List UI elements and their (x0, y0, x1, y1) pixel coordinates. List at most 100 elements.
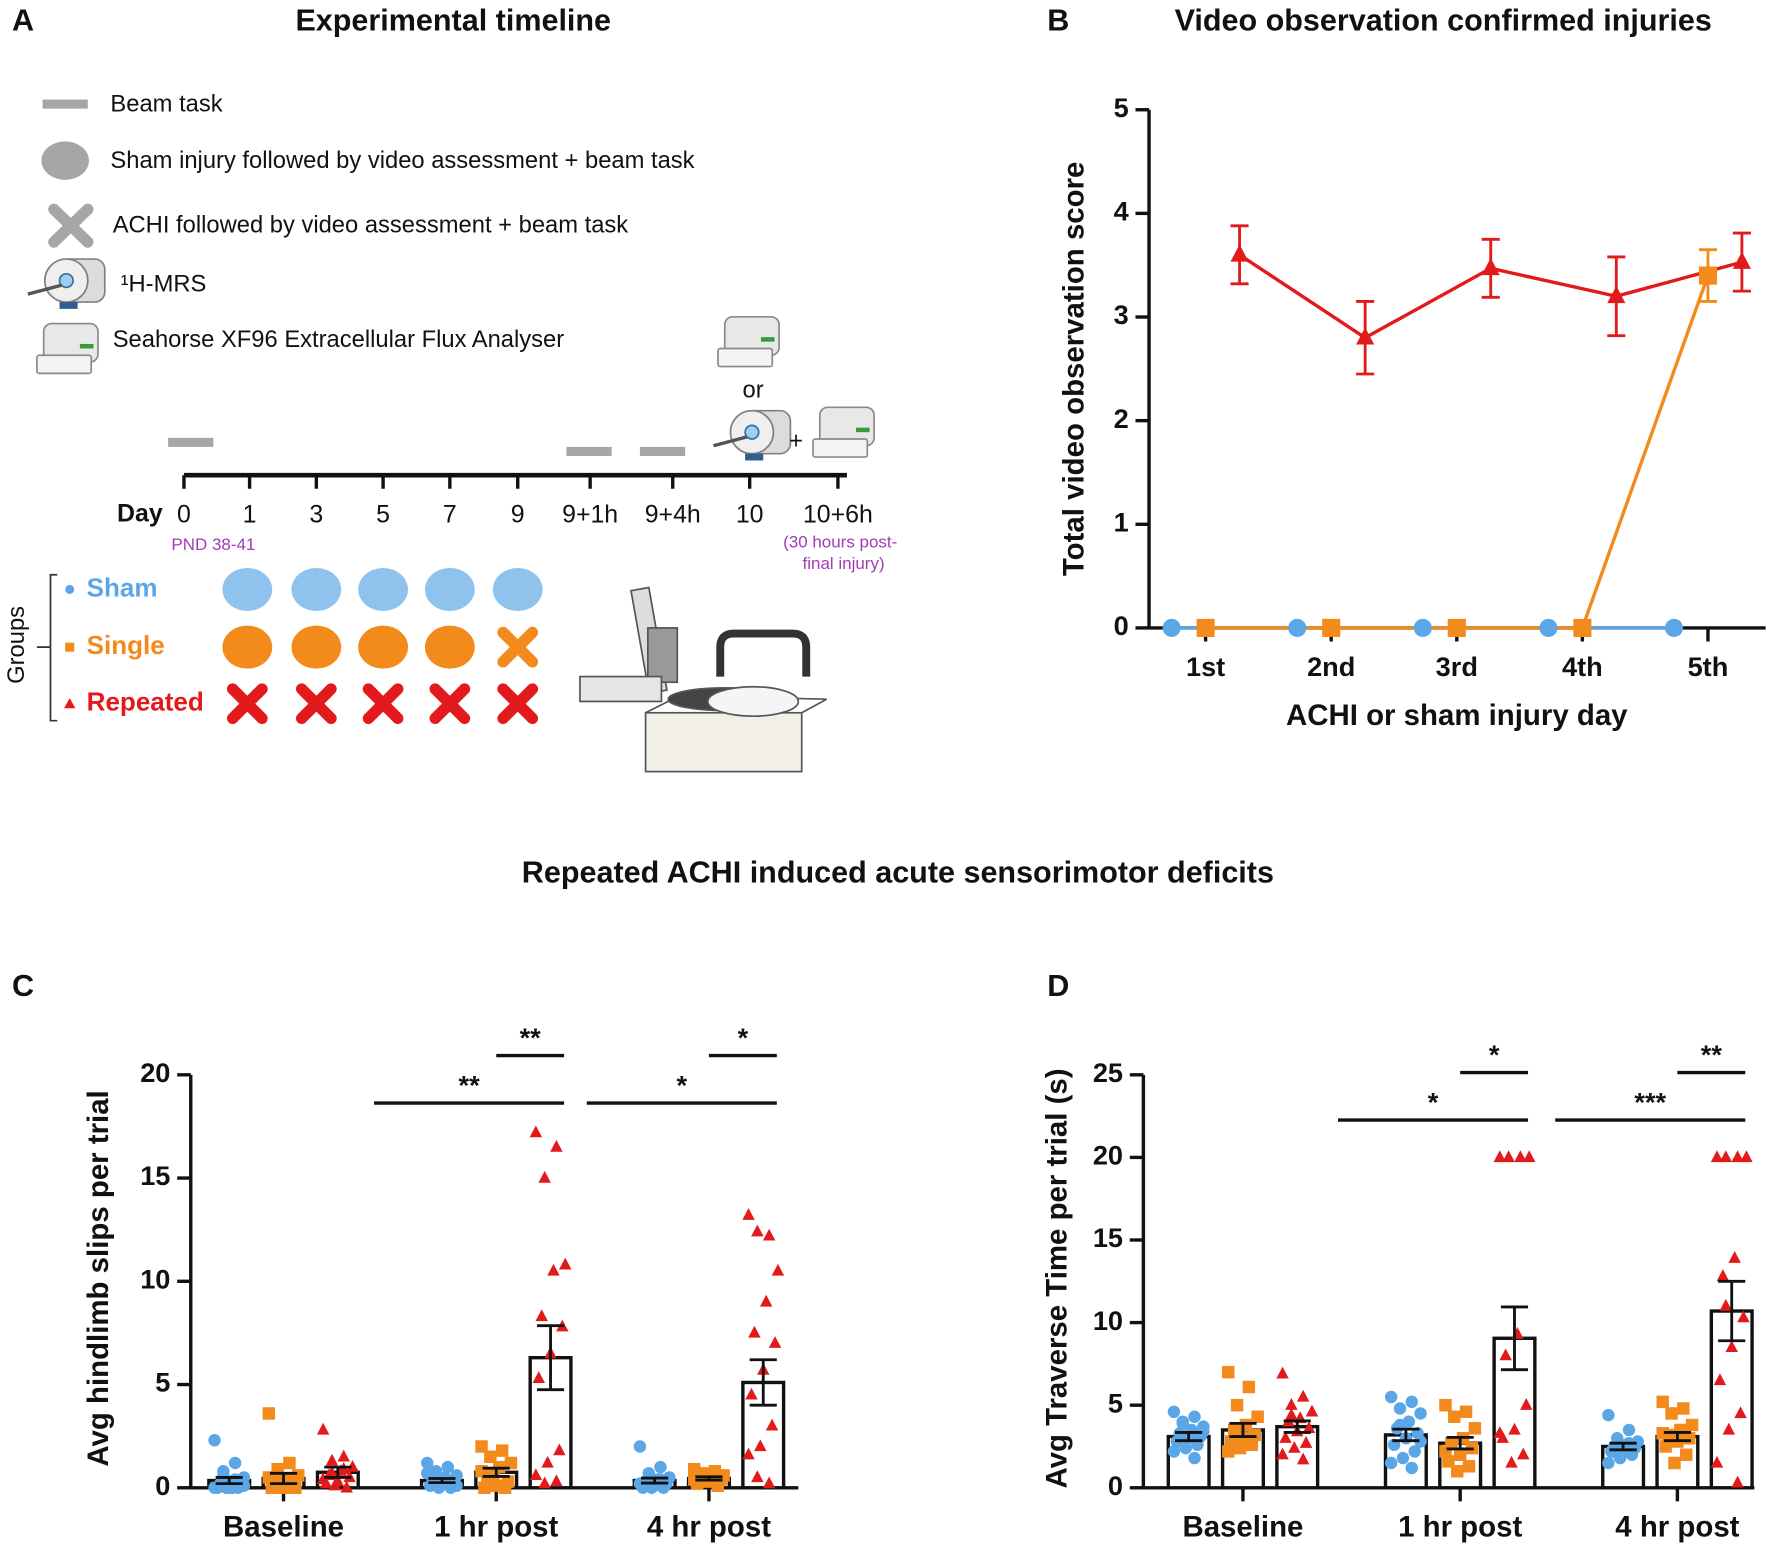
y-tick-label: 5 (1114, 92, 1129, 123)
marker (1499, 1348, 1512, 1361)
marker (1322, 618, 1341, 637)
marker (1522, 1150, 1536, 1163)
significance-label: *** (1634, 1086, 1666, 1117)
marker (1279, 1431, 1292, 1443)
marker (1176, 1417, 1189, 1430)
y-tick-label: 0 (155, 1470, 170, 1501)
marker (1731, 1150, 1744, 1163)
x-tick-label: 1 hr post (434, 1510, 558, 1543)
marker (550, 1474, 563, 1487)
marker (1468, 1422, 1482, 1435)
error-bar (1229, 1421, 1257, 1438)
sham-event (424, 567, 475, 611)
y-axis-label: Total video observation score (1057, 162, 1090, 577)
error-bar (1392, 1427, 1420, 1443)
y-tick-label: 0 (1108, 1470, 1123, 1501)
beam-sessions (168, 437, 686, 456)
marker (642, 1479, 655, 1492)
marker (1505, 1455, 1518, 1468)
flux-icon (717, 315, 780, 368)
marker (654, 1460, 667, 1474)
marker (538, 1476, 551, 1489)
groups-bracket (36, 573, 58, 722)
marker (217, 1469, 230, 1482)
marker (1276, 1366, 1289, 1379)
marker (1677, 1402, 1690, 1415)
marker (316, 1472, 330, 1485)
day-tick-label: 3 (309, 500, 323, 528)
achi-event (295, 683, 337, 725)
marker (228, 1456, 242, 1470)
marker (1656, 1427, 1669, 1440)
marker (441, 1460, 455, 1474)
y-tick-label: 5 (1108, 1387, 1123, 1418)
legend-text: Seahorse XF96 Extracellular Flux Analyse… (113, 326, 565, 353)
group-name: Single (87, 630, 165, 660)
marker (535, 1309, 548, 1322)
marker (1659, 1440, 1672, 1453)
y-tick-label: 4 (1114, 196, 1129, 227)
marker (1196, 618, 1215, 637)
achi-event (429, 683, 471, 725)
marker (1573, 618, 1592, 637)
marker (1722, 1422, 1735, 1435)
marker (538, 1170, 551, 1183)
marker (1710, 1150, 1724, 1163)
day-tick-label: 7 (443, 500, 457, 528)
legend-text: Sham injury followed by video assessment… (110, 147, 694, 174)
legend-text: Beam task (110, 91, 222, 118)
marker (1442, 1455, 1455, 1468)
y-tick-label: 1 (1114, 506, 1129, 537)
achi-event (226, 683, 268, 725)
final-note: final injury) (803, 554, 885, 573)
plus-text: + (789, 428, 803, 455)
marker (1439, 1445, 1452, 1458)
marker (1698, 266, 1718, 285)
panel-letter: D (1047, 969, 1069, 1003)
marker (1439, 1398, 1452, 1412)
marker (484, 1450, 497, 1464)
group-name: Sham (87, 572, 158, 602)
marker (1734, 1406, 1747, 1419)
marker (762, 1476, 776, 1489)
marker (325, 1453, 339, 1466)
marker (748, 1325, 761, 1338)
achi-event (497, 683, 539, 725)
sham-event (358, 567, 408, 611)
error-bar (1718, 1279, 1746, 1343)
marker (1622, 1423, 1636, 1437)
marker (1242, 1380, 1256, 1394)
y-tick-label: 15 (1093, 1222, 1123, 1253)
marker (1230, 244, 1249, 262)
marker (1285, 1398, 1298, 1410)
final-note: (30 hours post- (783, 533, 897, 552)
series-line (1205, 274, 1710, 630)
error-bar (1609, 1441, 1637, 1452)
marker (1245, 1438, 1258, 1452)
panel-letter: A (12, 4, 34, 38)
day-label: Day (117, 499, 163, 527)
marker (771, 1263, 785, 1276)
marker (1710, 1455, 1724, 1468)
marker (1716, 1269, 1730, 1282)
achi-stroke (497, 626, 539, 668)
marker (633, 1440, 647, 1453)
marker (1625, 1448, 1639, 1461)
marker (742, 1208, 755, 1220)
marker (1451, 1465, 1464, 1478)
error-bar (1500, 1305, 1529, 1372)
flux-icon (812, 406, 875, 458)
marker (745, 1387, 758, 1400)
x-tick-label: 2nd (1307, 651, 1355, 682)
achi-event (362, 683, 404, 725)
error-bar (428, 1477, 456, 1485)
achi-icon (48, 203, 94, 248)
marker (1188, 1410, 1201, 1423)
x-tick-label: Baseline (1182, 1510, 1303, 1543)
marker (1197, 1425, 1210, 1438)
marker (262, 1407, 276, 1420)
x-tick-label: 5th (1688, 651, 1729, 682)
marker (1539, 618, 1558, 637)
y-tick-label: 2 (1114, 403, 1129, 434)
marker (1664, 618, 1684, 637)
